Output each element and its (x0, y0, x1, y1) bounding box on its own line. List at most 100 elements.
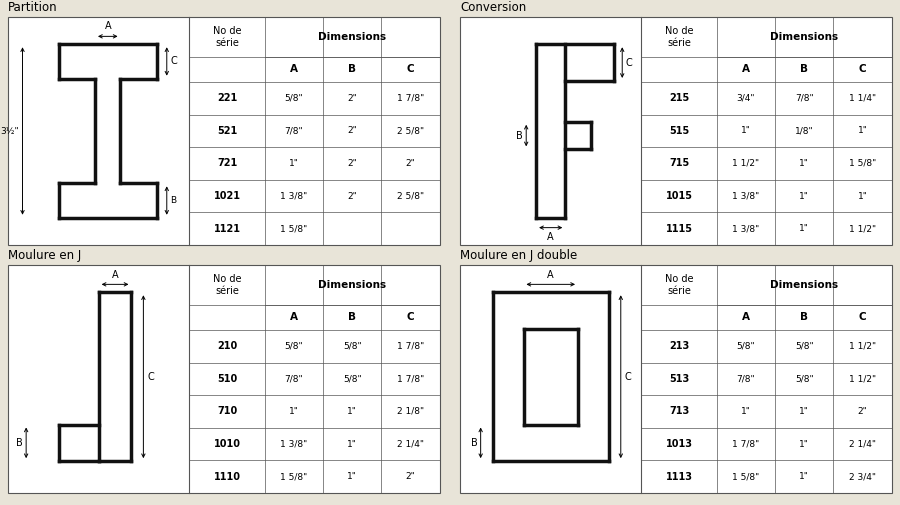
Text: 710: 710 (217, 407, 237, 417)
Text: 1 1/2": 1 1/2" (733, 159, 760, 168)
Text: 1": 1" (289, 407, 299, 416)
Text: 2": 2" (406, 159, 416, 168)
Text: A: A (547, 270, 554, 280)
Text: 1 7/8": 1 7/8" (733, 439, 760, 448)
Text: 1 1/4": 1 1/4" (849, 94, 877, 103)
Text: 713: 713 (669, 407, 689, 417)
Text: B: B (800, 313, 808, 322)
Bar (8, 17, 440, 245)
Text: B: B (471, 438, 478, 448)
Text: Dimensions: Dimensions (319, 32, 386, 42)
Text: Dimensions: Dimensions (770, 32, 839, 42)
Text: 1": 1" (347, 439, 357, 448)
Text: 1": 1" (858, 191, 868, 200)
Text: 1 3/8": 1 3/8" (280, 191, 308, 200)
Text: 1 5/8": 1 5/8" (849, 159, 877, 168)
Text: 1013: 1013 (665, 439, 692, 449)
Text: C: C (626, 58, 632, 68)
Text: 2": 2" (858, 407, 868, 416)
Text: 1": 1" (289, 159, 299, 168)
Text: 7/8": 7/8" (284, 126, 303, 135)
Text: 5/8": 5/8" (736, 342, 755, 351)
Text: B: B (348, 313, 356, 322)
Text: 1115: 1115 (665, 224, 692, 234)
Text: 1": 1" (858, 126, 868, 135)
Bar (8, 265, 440, 493)
Text: C: C (859, 65, 867, 74)
Text: 1110: 1110 (213, 472, 240, 482)
Text: 1 3/8": 1 3/8" (733, 224, 760, 233)
Text: 3/4": 3/4" (736, 94, 755, 103)
Text: 1 5/8": 1 5/8" (733, 472, 760, 481)
Text: A: A (290, 65, 298, 74)
Text: C: C (148, 372, 154, 382)
Text: B: B (348, 65, 356, 74)
Text: 1": 1" (799, 439, 809, 448)
Text: 2 5/8": 2 5/8" (397, 191, 424, 200)
Text: A: A (290, 313, 298, 322)
Text: B: B (16, 438, 23, 448)
Text: Partition: Partition (8, 1, 58, 14)
Text: 5/8": 5/8" (343, 342, 362, 351)
Text: Dimensions: Dimensions (319, 280, 386, 290)
Text: A: A (112, 270, 119, 280)
Text: 1": 1" (799, 407, 809, 416)
Text: 5/8": 5/8" (795, 374, 814, 383)
Text: No de
série: No de série (212, 274, 241, 296)
Text: A: A (104, 21, 111, 31)
Text: 1": 1" (799, 224, 809, 233)
Bar (460, 17, 892, 245)
Text: 213: 213 (669, 341, 689, 351)
Text: C: C (407, 65, 415, 74)
Text: 2 1/4": 2 1/4" (850, 439, 877, 448)
Text: 1 7/8": 1 7/8" (397, 374, 424, 383)
Text: Dimensions: Dimensions (770, 280, 839, 290)
Text: Conversion: Conversion (460, 1, 526, 14)
Text: 5/8": 5/8" (284, 342, 303, 351)
Text: 7/8": 7/8" (736, 374, 755, 383)
Text: C: C (407, 313, 415, 322)
Text: 1010: 1010 (213, 439, 240, 449)
Text: Moulure en J: Moulure en J (8, 249, 81, 262)
Text: 215: 215 (669, 93, 689, 104)
Text: No de
série: No de série (665, 274, 693, 296)
Text: B: B (800, 65, 808, 74)
Text: 1 5/8": 1 5/8" (280, 224, 308, 233)
Text: 2": 2" (347, 191, 357, 200)
Text: 515: 515 (669, 126, 689, 136)
Text: 1 3/8": 1 3/8" (280, 439, 308, 448)
Text: 210: 210 (217, 341, 237, 351)
Text: C: C (625, 372, 632, 382)
Text: 1": 1" (799, 191, 809, 200)
Text: 2 1/4": 2 1/4" (397, 439, 424, 448)
Text: No de
série: No de série (665, 26, 693, 48)
Text: 7/8": 7/8" (795, 94, 814, 103)
Text: 1": 1" (799, 472, 809, 481)
Text: A: A (742, 313, 750, 322)
Text: 2": 2" (347, 159, 357, 168)
Text: C: C (171, 57, 177, 67)
Text: 2": 2" (347, 94, 357, 103)
Text: 5/8": 5/8" (284, 94, 303, 103)
Text: 7/8": 7/8" (284, 374, 303, 383)
Text: 2": 2" (347, 126, 357, 135)
Text: 721: 721 (217, 159, 237, 169)
Text: 2 5/8": 2 5/8" (397, 126, 424, 135)
Text: A: A (547, 232, 554, 241)
Text: 5/8": 5/8" (343, 374, 362, 383)
Text: 1 7/8": 1 7/8" (397, 94, 424, 103)
Text: 1 5/8": 1 5/8" (280, 472, 308, 481)
Text: 1113: 1113 (665, 472, 692, 482)
Text: 2 1/8": 2 1/8" (397, 407, 424, 416)
Text: 1": 1" (347, 407, 357, 416)
Text: Moulure en J double: Moulure en J double (460, 249, 577, 262)
Text: 1/8": 1/8" (795, 126, 814, 135)
Text: B: B (517, 131, 523, 140)
Text: B: B (170, 196, 176, 205)
Text: 3½": 3½" (0, 126, 19, 135)
Text: 715: 715 (669, 159, 689, 169)
Text: 2": 2" (406, 472, 416, 481)
Text: 1 1/2": 1 1/2" (849, 374, 877, 383)
Text: A: A (742, 65, 750, 74)
Text: 1021: 1021 (213, 191, 240, 201)
